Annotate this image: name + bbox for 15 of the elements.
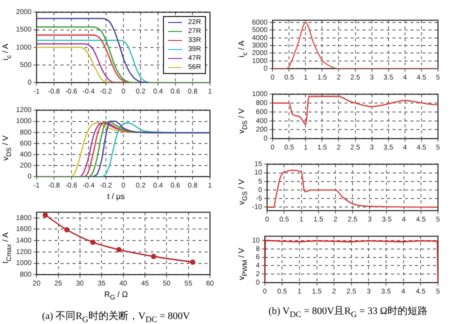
point — [116, 246, 122, 252]
line-series — [267, 170, 438, 208]
point — [190, 259, 196, 265]
line-series — [92, 120, 210, 177]
x-axis-title: R$_{G}$ / Ω — [103, 290, 129, 303]
x-axis-title: t / μs — [106, 192, 126, 201]
text: (b) V$_{DC}$ = 800V且R$_{G}$ = 33 Ω时的短路 — [268, 304, 428, 319]
point — [64, 227, 70, 232]
point — [150, 254, 156, 260]
point — [42, 212, 48, 218]
line-series — [272, 22, 438, 69]
point — [90, 240, 96, 245]
text: (a) 不同R$_{G}$时的关断，V$_{DC}$ = 800V — [41, 310, 191, 324]
line-series — [264, 240, 438, 283]
line-series — [36, 18, 150, 83]
